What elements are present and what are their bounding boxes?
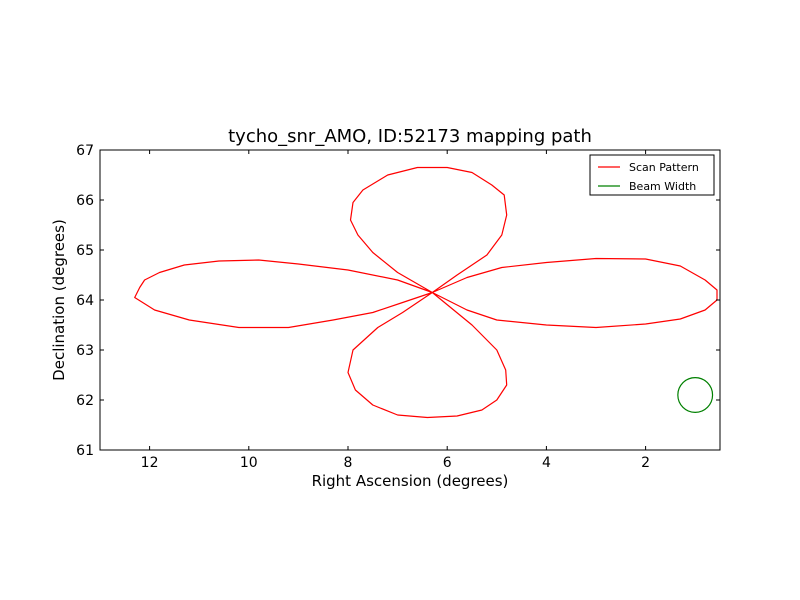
legend-label-scan-pattern: Scan Pattern (629, 161, 699, 174)
scan-pattern-line (134, 166, 718, 419)
data-layer (134, 166, 718, 419)
y-axis-label: Declination (degrees) (50, 219, 68, 381)
chart-title: tycho_snr_AMO, ID:52173 mapping path (228, 126, 592, 147)
x-tick-label: 2 (641, 455, 650, 471)
legend-box (589, 154, 715, 196)
legend-label-beam-width: Beam Width (629, 180, 696, 193)
x-tick-label: 4 (542, 455, 551, 471)
y-tick-label: 62 (76, 393, 94, 409)
x-tick-label: 12 (141, 455, 159, 471)
y-tick-label: 67 (76, 143, 94, 159)
y-tick-label: 64 (76, 293, 94, 309)
x-tick-label: 6 (443, 455, 452, 471)
x-axis-label: Right Ascension (degrees) (312, 472, 509, 490)
y-tick-label: 63 (76, 343, 94, 359)
y-tick-label: 66 (76, 193, 94, 209)
x-tick-label: 10 (240, 455, 258, 471)
legend: Scan Pattern Beam Width (589, 154, 715, 196)
y-tick-label: 61 (76, 443, 94, 459)
x-tick-label: 8 (344, 455, 353, 471)
beam-width-circle (677, 377, 714, 413)
y-tick-label: 65 (76, 243, 94, 259)
